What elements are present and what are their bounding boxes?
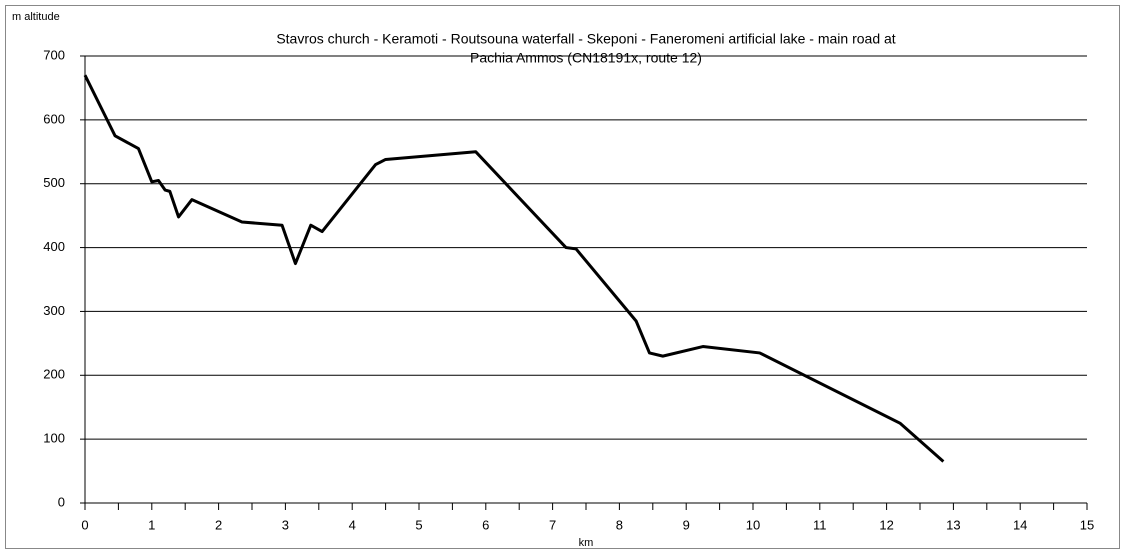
- x-tick-label: 15: [1080, 517, 1094, 532]
- x-tick-label: 13: [946, 517, 960, 532]
- x-tick-label: 2: [215, 517, 222, 532]
- y-tick-label: 300: [43, 303, 65, 318]
- y-tick-label: 200: [43, 367, 65, 382]
- line-series: [83, 74, 945, 463]
- x-tick-label: 9: [683, 517, 690, 532]
- x-tick-label: 7: [549, 517, 556, 532]
- x-tick-label: 10: [746, 517, 760, 532]
- y-tick-label: 0: [58, 494, 65, 509]
- x-tick-label: 5: [415, 517, 422, 532]
- x-tick-label: 4: [349, 517, 356, 532]
- x-tick-label: 3: [282, 517, 289, 532]
- x-tick-label: 0: [81, 517, 88, 532]
- chart-frame: [5, 5, 1120, 549]
- y-tick-label: 700: [43, 47, 65, 62]
- x-tick-label: 11: [813, 517, 827, 532]
- x-tick-label: 1: [148, 517, 155, 532]
- y-tick-label: 400: [43, 239, 65, 254]
- y-tick-label: 500: [43, 175, 65, 190]
- y-tick-label: 600: [43, 111, 65, 126]
- x-tick-label: 8: [616, 517, 623, 532]
- x-axis-label: km: [579, 537, 594, 549]
- chart-title: Pachia Ammos (CN18191x, route 12): [470, 50, 702, 66]
- y-axis-label: m altitude: [12, 11, 60, 23]
- x-tick-label: 14: [1013, 517, 1027, 532]
- chart-title: Stavros church - Keramoti - Routsouna wa…: [276, 31, 895, 47]
- y-tick-label: 100: [43, 431, 65, 446]
- x-tick-label: 12: [879, 517, 893, 532]
- x-tick-label: 6: [482, 517, 489, 532]
